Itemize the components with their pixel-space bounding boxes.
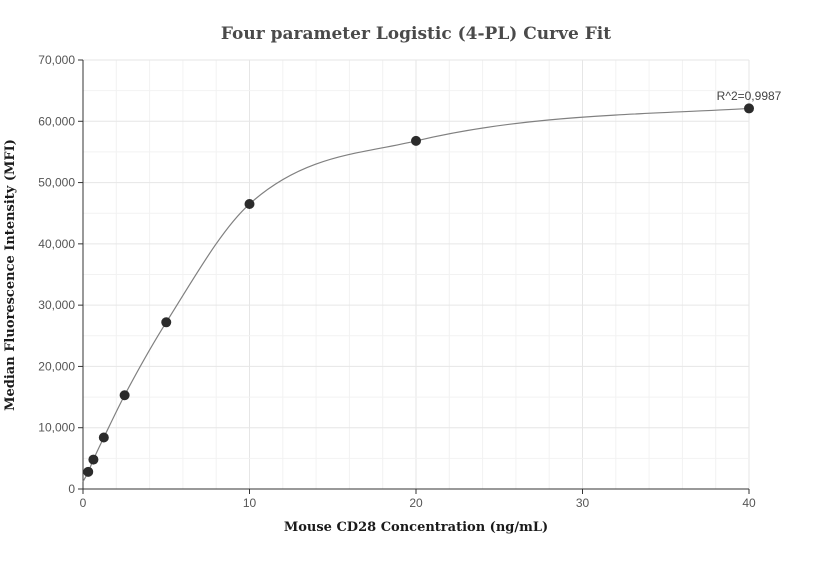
y-tick-label: 20,000 xyxy=(38,359,75,373)
y-axis-title: Median Fluorescence Intensity (MFI) xyxy=(3,139,18,411)
x-tick-label: 30 xyxy=(576,496,590,510)
x-tick-label: 0 xyxy=(80,496,87,510)
data-point[interactable] xyxy=(744,103,754,114)
data-points xyxy=(83,103,754,477)
r-squared-annotation: R^2=0,9987 xyxy=(717,89,782,103)
data-point[interactable] xyxy=(244,199,255,210)
y-tick-label: 30,000 xyxy=(38,298,75,312)
y-tick-label: 60,000 xyxy=(38,114,75,128)
x-axis-ticks: 0 10 20 30 40 xyxy=(80,489,756,510)
data-point[interactable] xyxy=(88,454,99,465)
y-tick-label: 0 xyxy=(68,482,75,496)
y-axis-ticks: 0 10,000 20,000 30,000 40,000 50,000 60,000 70,… xyxy=(38,53,83,496)
grid xyxy=(82,59,750,490)
y-tick-label: 50,000 xyxy=(38,176,75,190)
y-tick-label: 70,000 xyxy=(38,53,75,67)
y-tick-label: 40,000 xyxy=(38,237,75,251)
data-point[interactable] xyxy=(161,317,172,328)
data-point[interactable] xyxy=(98,432,109,443)
x-axis-title: Mouse CD28 Concentration (ng/mL) xyxy=(284,520,548,535)
data-point[interactable] xyxy=(119,390,130,401)
x-tick-label: 10 xyxy=(243,496,257,510)
chart-title: Four parameter Logistic (4-PL) Curve Fit xyxy=(221,24,611,44)
x-tick-label: 20 xyxy=(409,496,423,510)
y-tick-label: 10,000 xyxy=(38,421,75,435)
data-point[interactable] xyxy=(83,466,94,477)
data-point[interactable] xyxy=(411,135,421,146)
x-tick-label: 40 xyxy=(742,496,756,510)
